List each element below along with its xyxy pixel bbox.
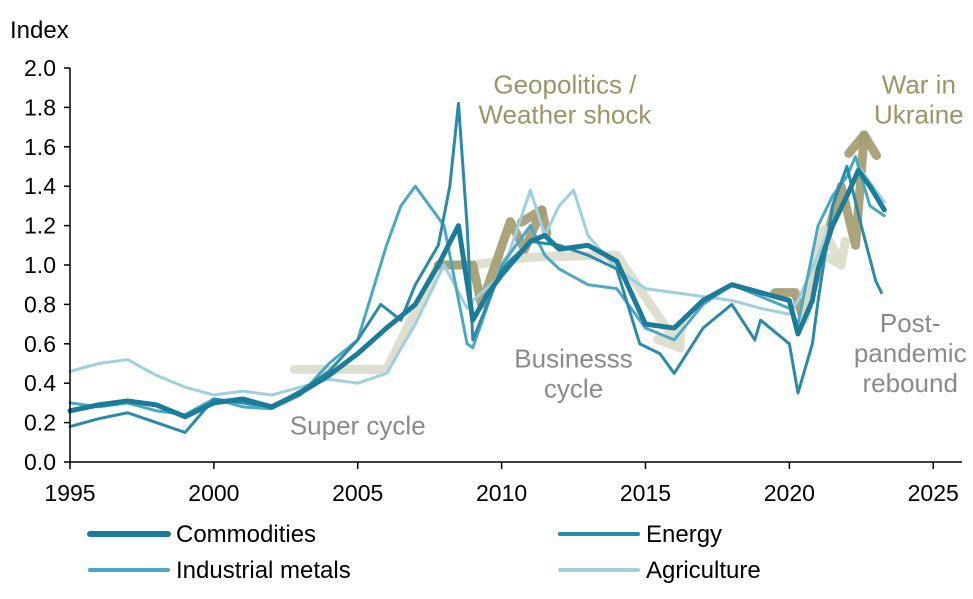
y-tick-label: 1.4 (24, 173, 56, 199)
y-tick-label: 1.6 (24, 134, 56, 160)
y-tick-label: 0.0 (24, 449, 56, 475)
x-tick-label: 2005 (332, 480, 383, 506)
x-tick-label: 1995 (44, 480, 95, 506)
annotation-text: Weather shock (478, 100, 652, 130)
x-tick-label: 2025 (908, 480, 959, 506)
series-line-agriculture (68, 165, 886, 397)
axis-ticks: 0.0 0.2 0.4 0.6 0.8 1.0 1.2 1.4 1.6 1.8 2.0 1995 200… (24, 55, 959, 506)
annotation-text: Post- (880, 308, 941, 338)
legend: Commodities Energy Industrial metals Agricu… (87, 521, 761, 584)
series-line-commodities (67, 167, 887, 420)
x-tick-label: 2015 (620, 480, 671, 506)
annotation-text: Ukraine (874, 100, 964, 130)
y-tick-label: 2.0 (24, 55, 56, 81)
annotation-text: cycle (544, 373, 603, 403)
annotation-text: Super cycle (290, 410, 426, 440)
annotation-text: War in (882, 70, 956, 100)
trend-arrow-path (799, 225, 846, 325)
x-tick-label: 2010 (476, 480, 527, 506)
y-tick-label: 1.8 (24, 94, 56, 120)
x-tick-label: 2020 (764, 480, 815, 506)
legend-label: Industrial metals (176, 557, 351, 584)
y-tick-label: 0.6 (24, 331, 56, 357)
annotation-text: Businesss (514, 343, 633, 373)
y-tick-label: 0.2 (24, 410, 56, 436)
trend-arrow-head (815, 236, 850, 270)
annotation-text: pandemic (854, 338, 967, 368)
series-lines (67, 101, 887, 434)
legend-label: Agriculture (646, 557, 761, 584)
series-line-industrial-metals (68, 155, 886, 417)
x-tick-label: 2000 (188, 480, 239, 506)
y-tick-label: 1.0 (24, 252, 56, 278)
y-tick-label: 1.2 (24, 213, 56, 239)
annotation-text: Geopolitics / (493, 70, 637, 100)
legend-label: Commodities (176, 521, 316, 548)
y-tick-label: 0.4 (24, 370, 56, 396)
annotation-text: rebound (862, 368, 957, 398)
trend-arrow-head (516, 205, 552, 238)
y-tick-label: 0.8 (24, 291, 56, 317)
legend-label: Energy (646, 521, 722, 548)
y-axis-title: Index (10, 17, 69, 44)
trend-arrow-head (844, 130, 882, 161)
